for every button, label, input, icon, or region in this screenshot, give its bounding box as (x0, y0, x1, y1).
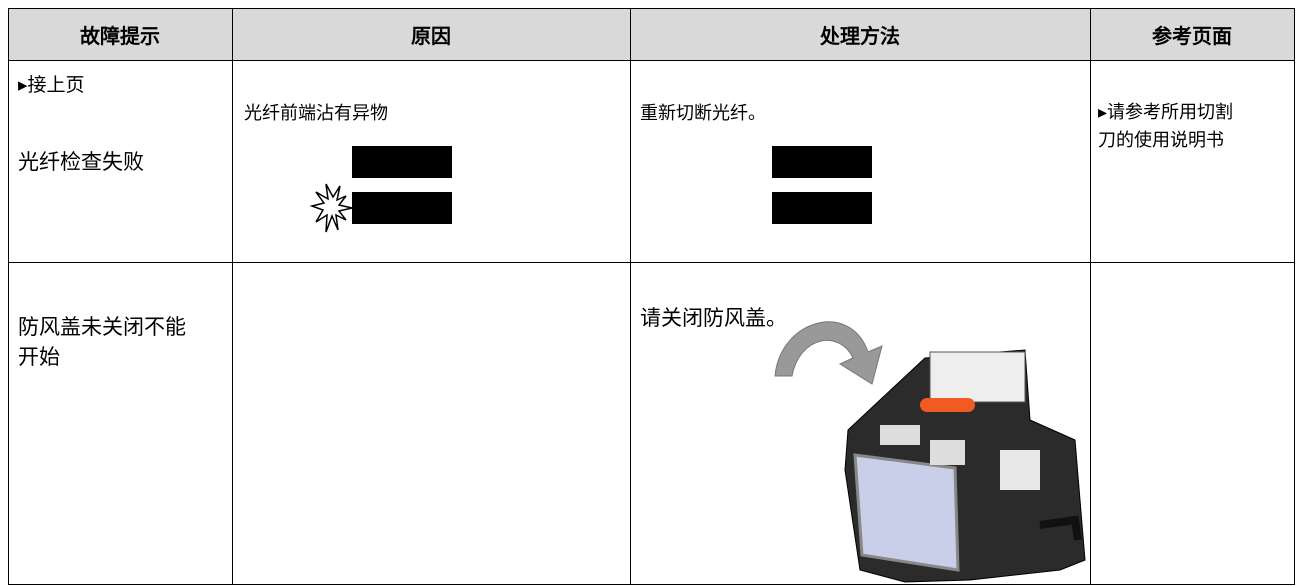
rule (8, 8, 1295, 9)
rule (1294, 8, 1295, 585)
splicer (844, 349, 1086, 583)
arrow (774, 321, 883, 385)
problem: 防风盖未关闭不能 (18, 315, 186, 339)
rule (8, 584, 1295, 585)
problem: 开始 (18, 345, 60, 369)
rule (630, 8, 631, 585)
header: 故障提示 (80, 24, 160, 48)
rule (8, 262, 1295, 263)
fiber-icon (772, 192, 872, 224)
rule (1090, 8, 1091, 585)
solution: 重新切断光纤。 (640, 103, 766, 124)
rule (8, 8, 9, 585)
solution: 请关闭防风盖。 (640, 306, 787, 330)
reference: 刀的使用说明书 (1098, 130, 1224, 151)
reference: ▸请参考所用切割 (1098, 102, 1234, 123)
header-bg (8, 8, 1294, 60)
problem: 光纤检查失败 (18, 150, 144, 174)
header: 原因 (411, 24, 451, 48)
cause: 光纤前端沾有异物 (244, 103, 388, 124)
fiber-icon (352, 192, 452, 224)
rule (232, 8, 233, 585)
fiber-icon (352, 146, 452, 178)
fiber-icon (772, 146, 872, 178)
continued-note: ▸接上页 (18, 74, 85, 96)
header: 处理方法 (820, 24, 900, 48)
debris-icon (309, 183, 353, 233)
header: 参考页面 (1152, 24, 1232, 48)
rule (8, 60, 1295, 61)
